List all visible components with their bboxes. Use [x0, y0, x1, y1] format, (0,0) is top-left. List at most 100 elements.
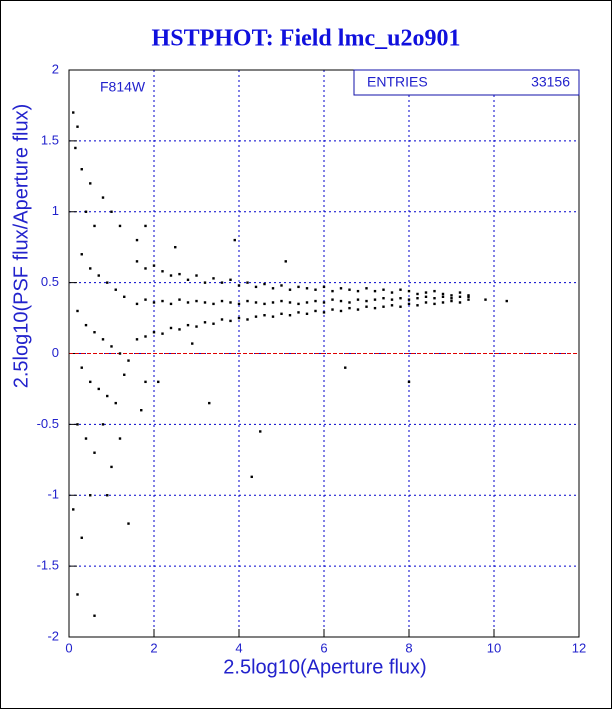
point: [467, 294, 470, 297]
point: [297, 311, 300, 314]
point: [407, 302, 411, 306]
point: [441, 295, 445, 298]
point: [382, 305, 385, 308]
point: [450, 299, 453, 303]
point: [80, 168, 83, 171]
point: [74, 146, 77, 150]
point: [84, 437, 88, 440]
point: [356, 298, 360, 301]
stats-box: [353, 69, 580, 96]
point: [135, 260, 139, 263]
point: [305, 301, 309, 304]
point: [161, 299, 164, 303]
y-tick-label: 1.5: [41, 132, 59, 147]
point: [157, 380, 160, 384]
y-tick-label: 1: [52, 203, 59, 218]
point: [382, 297, 385, 300]
point: [110, 465, 113, 469]
point: [118, 224, 122, 228]
x-tick-label: 4: [235, 640, 242, 655]
x-tick-label: 0: [65, 640, 72, 655]
x-tick-label: 8: [405, 640, 412, 655]
point: [84, 323, 88, 327]
point: [407, 380, 411, 384]
point: [365, 305, 368, 308]
point: [106, 494, 109, 497]
y-tick-label: -1.5: [37, 558, 59, 573]
point: [407, 289, 411, 293]
point: [144, 335, 147, 338]
point: [373, 289, 377, 293]
point: [505, 299, 508, 303]
stats-label: ENTRIES: [367, 74, 428, 90]
point: [237, 284, 241, 287]
point: [407, 298, 411, 301]
point: [97, 387, 100, 391]
point: [101, 423, 105, 426]
point: [229, 278, 232, 281]
point: [322, 285, 326, 289]
point: [305, 287, 309, 290]
point: [322, 301, 326, 304]
point: [271, 301, 275, 304]
point: [339, 299, 343, 303]
point: [220, 299, 224, 303]
point: [144, 267, 147, 270]
point: [297, 285, 300, 289]
point: [80, 366, 83, 369]
point: [263, 282, 266, 286]
y-axis-label: 2.5log10(PSF flux/Aperture flux): [10, 104, 32, 389]
point: [76, 423, 79, 426]
point: [433, 289, 436, 293]
point: [433, 302, 436, 306]
point: [89, 494, 92, 497]
point: [233, 238, 236, 242]
point: [458, 295, 462, 298]
point: [76, 309, 79, 313]
y-tick-label: 0: [52, 345, 59, 360]
x-tick-label: 10: [487, 640, 501, 655]
point: [123, 295, 126, 298]
point: [314, 309, 317, 313]
point: [106, 281, 109, 284]
point: [250, 475, 253, 479]
point: [178, 328, 181, 331]
point: [89, 380, 92, 384]
point: [212, 277, 215, 280]
point: [390, 304, 394, 307]
point: [106, 394, 109, 398]
point: [178, 272, 181, 276]
point: [399, 288, 402, 291]
point: [203, 321, 207, 324]
point: [152, 331, 156, 334]
point: [263, 314, 266, 317]
point: [186, 278, 190, 281]
point: [135, 338, 139, 341]
point: [280, 312, 283, 316]
point: [161, 332, 164, 335]
point: [356, 308, 360, 311]
y-tick-label: 2: [52, 61, 59, 76]
point: [284, 260, 287, 263]
point: [356, 289, 360, 293]
point: [203, 281, 207, 284]
point: [114, 401, 117, 405]
point: [259, 430, 262, 433]
point: [140, 409, 143, 412]
point: [344, 366, 347, 369]
point: [229, 301, 232, 304]
y-tick-label: -0.5: [37, 416, 59, 431]
point: [416, 297, 419, 300]
point: [399, 305, 402, 308]
point: [246, 281, 249, 284]
point: [339, 287, 343, 290]
point: [373, 298, 377, 301]
point: [237, 302, 241, 306]
point: [169, 326, 173, 330]
point: [280, 299, 283, 303]
point: [288, 314, 292, 317]
point: [416, 292, 419, 296]
point: [331, 289, 334, 293]
point: [203, 301, 207, 304]
point: [186, 301, 190, 304]
